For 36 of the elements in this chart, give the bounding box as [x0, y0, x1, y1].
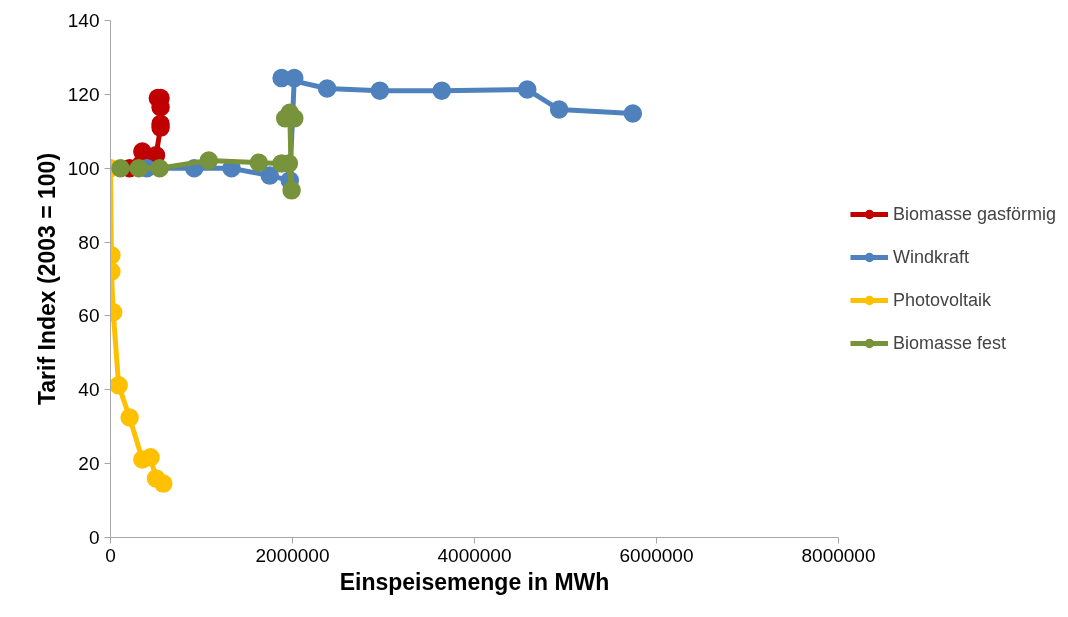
- x-tick-label: 6000000: [619, 544, 694, 566]
- x-tick-label: 4000000: [437, 544, 512, 566]
- point: [154, 474, 173, 493]
- x-tick-label: 0: [105, 544, 116, 566]
- point: [129, 158, 148, 178]
- legend-label: Photovoltaik: [892, 289, 992, 311]
- x-tick-label: 2000000: [255, 544, 330, 566]
- y-tick-label: 140: [67, 10, 100, 31]
- y-tick-label: 80: [78, 231, 100, 253]
- y-tick-label: 40: [78, 379, 100, 401]
- legend-label: Biomasse gasförmig: [892, 203, 1057, 225]
- y-tick-label: 0: [88, 527, 100, 548]
- legend-label: Windkraft: [892, 246, 969, 268]
- point: [150, 158, 169, 178]
- y-tick-label: 20: [78, 453, 100, 475]
- point: [282, 181, 301, 200]
- point: [432, 81, 451, 100]
- y-tick-label: 100: [67, 157, 100, 179]
- y-tick-label: 120: [67, 83, 100, 105]
- point: [370, 81, 390, 100]
- point: [199, 151, 219, 170]
- x-tick-label: 8000000: [801, 544, 876, 566]
- point: [549, 100, 569, 119]
- point: [623, 104, 643, 123]
- point: [317, 79, 337, 98]
- legend-label: Biomasse fest: [892, 332, 1007, 354]
- y-axis-title: Tarif Index (2003 = 100): [33, 152, 60, 406]
- x-axis-title: Einspeisemenge in MWh: [339, 568, 610, 595]
- point: [249, 153, 269, 172]
- y-tick-label: 60: [78, 305, 100, 327]
- point: [110, 376, 128, 395]
- point: [260, 166, 279, 185]
- point: [518, 80, 537, 99]
- point: [120, 408, 139, 427]
- point: [272, 68, 291, 88]
- point: [111, 158, 130, 178]
